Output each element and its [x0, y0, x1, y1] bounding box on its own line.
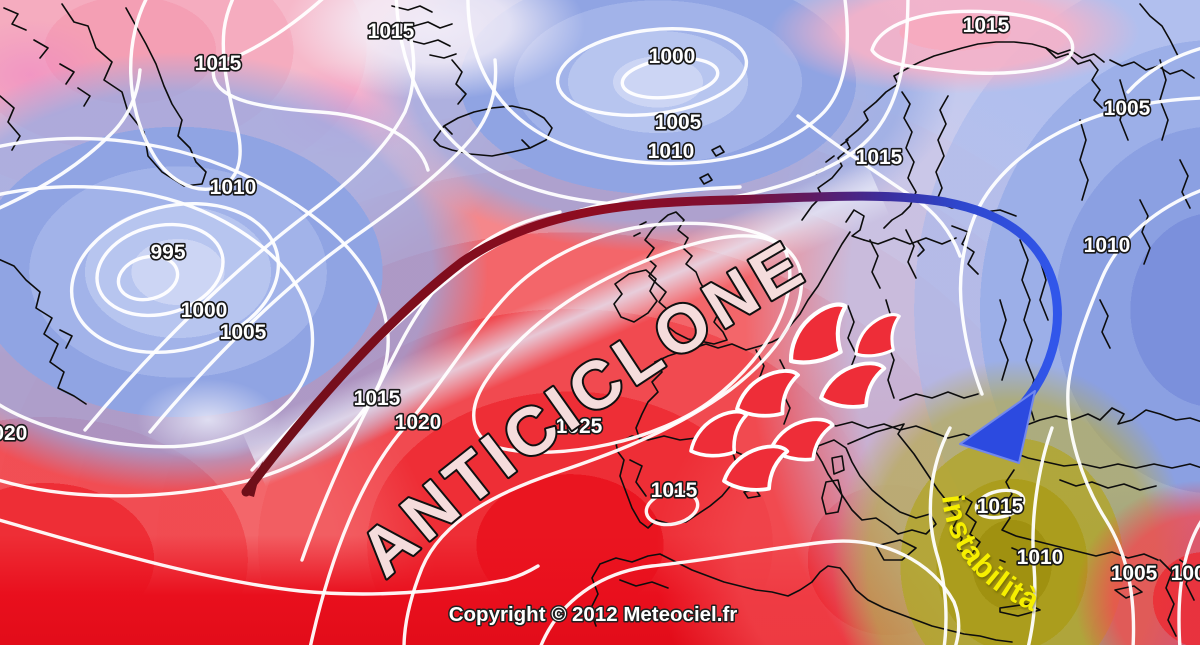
jet-arrowhead-icon	[959, 390, 1036, 464]
isobar-995	[95, 222, 225, 318]
isobar-1005-left	[0, 185, 315, 449]
coastline-balkans	[847, 423, 953, 511]
coastline-labrador	[0, 258, 87, 405]
wind-arrow-icon	[735, 369, 800, 418]
coastline-northsea-continent	[654, 231, 851, 363]
coastline-sweden-baltic	[883, 91, 1017, 275]
jet-tail-taper	[244, 461, 263, 497]
isobar-band-1	[148, 58, 498, 434]
coastline-sicily-sardinia	[821, 455, 917, 561]
pressure-label: 1000	[181, 299, 228, 322]
jet-stream-arrow	[241, 191, 1062, 497]
jet-stream	[241, 191, 1062, 497]
pressure-label: 1015	[977, 495, 1024, 518]
pressure-label: 1015	[651, 479, 698, 502]
isobar-1015-topleft	[211, 0, 430, 172]
pressure-label: 1025	[556, 415, 603, 438]
wind-arrow-icon	[689, 409, 749, 458]
pressure-field-pale-wedge	[285, 0, 585, 100]
isobar-1015-spain	[644, 489, 700, 527]
coastline-black-sea	[1007, 407, 1200, 469]
pressure-label: 1015	[354, 387, 401, 410]
wind-arrow-icon	[722, 444, 790, 492]
pressure-label: 1010	[1017, 546, 1064, 569]
isobar-1020-loop	[308, 221, 803, 645]
pressure-field-scandinavia-pink	[770, 0, 1140, 94]
isobar-995-inner	[116, 254, 180, 302]
isobar-1005-top	[466, 0, 850, 166]
pressure-label: 1005	[1111, 562, 1158, 585]
isobar-1015-diag	[300, 210, 562, 562]
isobar-1000-corner	[1177, 520, 1200, 645]
pressure-labels: 1015 1010 1015 1000 1005 1010 1015 1015 …	[0, 12, 1200, 586]
pressure-label: 1000	[649, 45, 696, 68]
pressure-label: 1010	[1084, 234, 1131, 257]
pressure-label: 1010	[210, 176, 257, 199]
pressure-label: 1005	[1104, 97, 1151, 120]
isobar-topright-corner	[1126, 46, 1200, 94]
pressure-label: 1005	[655, 111, 702, 134]
isobar-olive-west	[928, 426, 952, 645]
coastline-arctic-islands	[0, 7, 91, 151]
coastline-white-sea	[1045, 3, 1195, 109]
coastline-turkey	[1001, 469, 1159, 599]
coastline-north-africa	[589, 553, 1013, 643]
coastline-norway	[801, 41, 1105, 221]
coastline-greece	[949, 495, 1041, 617]
isobar-1005-right	[958, 96, 1200, 396]
pressure-label: 1010	[648, 140, 695, 163]
isobar-1015-norway	[796, 114, 962, 258]
isobar-1010-right	[1066, 188, 1200, 645]
isobar-1000-top-inner	[620, 56, 720, 100]
pressure-label: 1015	[195, 52, 242, 75]
isobar-1015-greece	[974, 488, 1026, 520]
isobar-1010-left	[0, 136, 390, 498]
coastline-italy	[815, 439, 937, 535]
isobar-greenland-loop	[129, 0, 242, 191]
coastline-ireland	[613, 269, 658, 323]
pressure-label: 1020	[0, 422, 27, 445]
pressure-label: 1020	[395, 411, 442, 434]
wind-arrow-icon	[854, 313, 901, 358]
coastline-greenland	[61, 3, 207, 187]
wind-arrows	[689, 302, 901, 492]
coastline-biscay	[635, 361, 663, 441]
pressure-label: 1015	[963, 14, 1010, 37]
isobar-1015-cap	[870, 9, 1075, 75]
isobar-1000-left	[69, 201, 281, 355]
isobar-1010-balkan	[1026, 426, 1054, 645]
wind-arrow-icon	[788, 302, 848, 365]
coastline-svalbard	[391, 5, 467, 105]
coastline-denmark	[845, 209, 865, 241]
pressure-label: 1005	[220, 321, 267, 344]
pressure-label: 1015	[368, 20, 415, 43]
isobar-1000-top	[555, 27, 749, 117]
pressure-label: 995	[150, 241, 185, 264]
isobar-africa-south	[539, 539, 961, 645]
isobar-band-2	[83, 33, 416, 432]
pressure-label: 1015	[856, 146, 903, 169]
wind-arrow-icon	[819, 361, 887, 409]
isobar-southwest	[0, 518, 540, 596]
coastline-baltic-south	[863, 237, 957, 245]
isobar-1025-loop	[472, 234, 792, 454]
copyright-label: Copyright © 2012 Meteociel.fr	[449, 603, 738, 626]
pressure-label: 1000	[1171, 562, 1200, 585]
coastline-scotland-isles	[633, 145, 725, 237]
coastline-great-britain	[644, 211, 728, 345]
